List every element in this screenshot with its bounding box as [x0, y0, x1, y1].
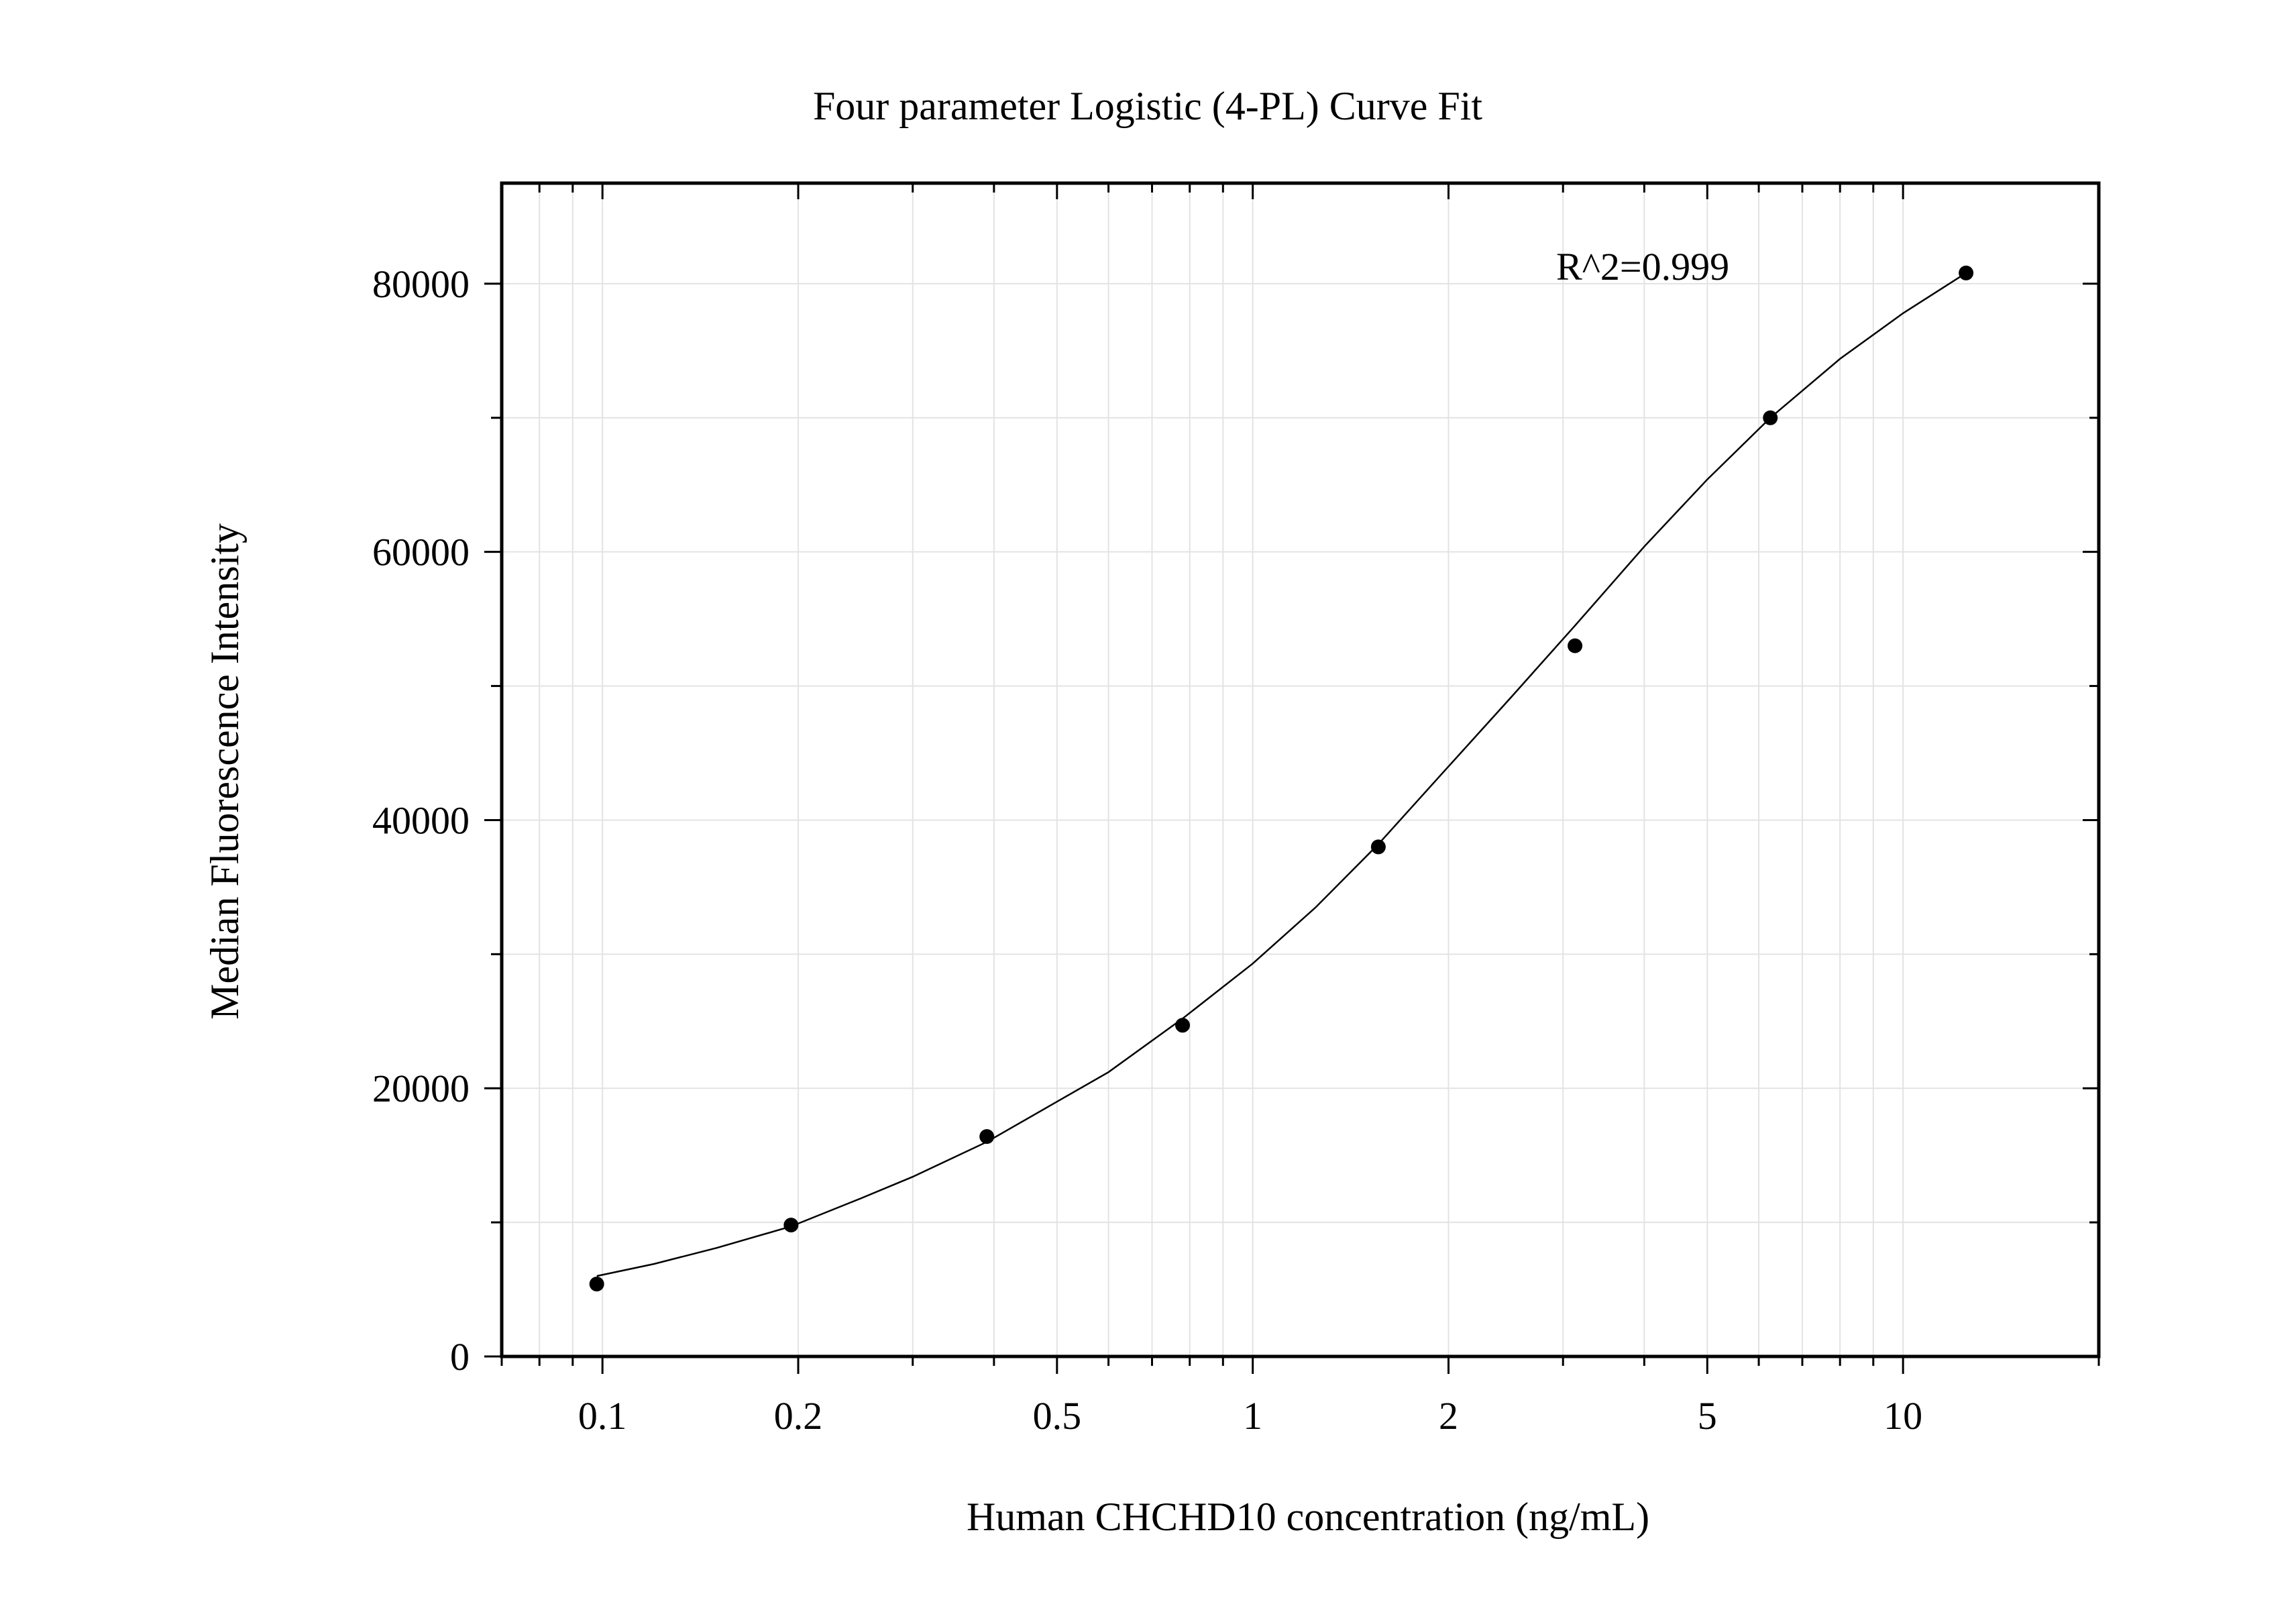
x-tick-label: 0.5 — [1033, 1394, 1082, 1438]
data-point — [1763, 410, 1778, 425]
plot-area-border — [500, 181, 2101, 1358]
fit-curve-group — [596, 272, 1967, 1277]
axis-ticks — [484, 183, 2100, 1374]
plot-frame — [500, 181, 2101, 1358]
data-points — [589, 265, 1974, 1292]
y-tick-label: 20000 — [372, 1067, 470, 1110]
data-point — [1568, 638, 1583, 653]
data-point — [979, 1129, 995, 1144]
y-tick-label: 40000 — [372, 798, 470, 842]
data-point — [1175, 1018, 1191, 1033]
x-tick-label: 2 — [1439, 1394, 1458, 1438]
y-tick-label: 60000 — [372, 531, 470, 574]
y-tick-labels: 0 20000 40000 60000 80000 — [372, 262, 470, 1379]
data-point — [1959, 265, 1974, 280]
x-tick-label: 0.1 — [578, 1394, 627, 1438]
y-tick-label: 80000 — [372, 262, 470, 306]
chart-title: Four parameter Logistic (4-PL) Curve Fit — [813, 84, 1482, 128]
x-tick-label: 5 — [1698, 1394, 1717, 1438]
x-tick-label: 0.2 — [774, 1394, 823, 1438]
data-point — [783, 1218, 799, 1233]
x-axis-label: Human CHCHD10 concentration (ng/mL) — [967, 1495, 1649, 1539]
r-squared-annotation: R^2=0.999 — [1556, 245, 1729, 288]
y-tick-label: 0 — [450, 1335, 470, 1379]
x-tick-label: 1 — [1243, 1394, 1262, 1438]
x-tick-labels: 0.1 0.2 0.5 1 2 5 10 — [578, 1394, 1922, 1438]
y-axis-label: Median Fluorescence Intensity — [203, 523, 247, 1020]
x-tick-label: 10 — [1883, 1394, 1922, 1438]
data-point — [1370, 839, 1386, 855]
fit-curve-line — [596, 272, 1967, 1277]
data-point — [589, 1277, 604, 1292]
